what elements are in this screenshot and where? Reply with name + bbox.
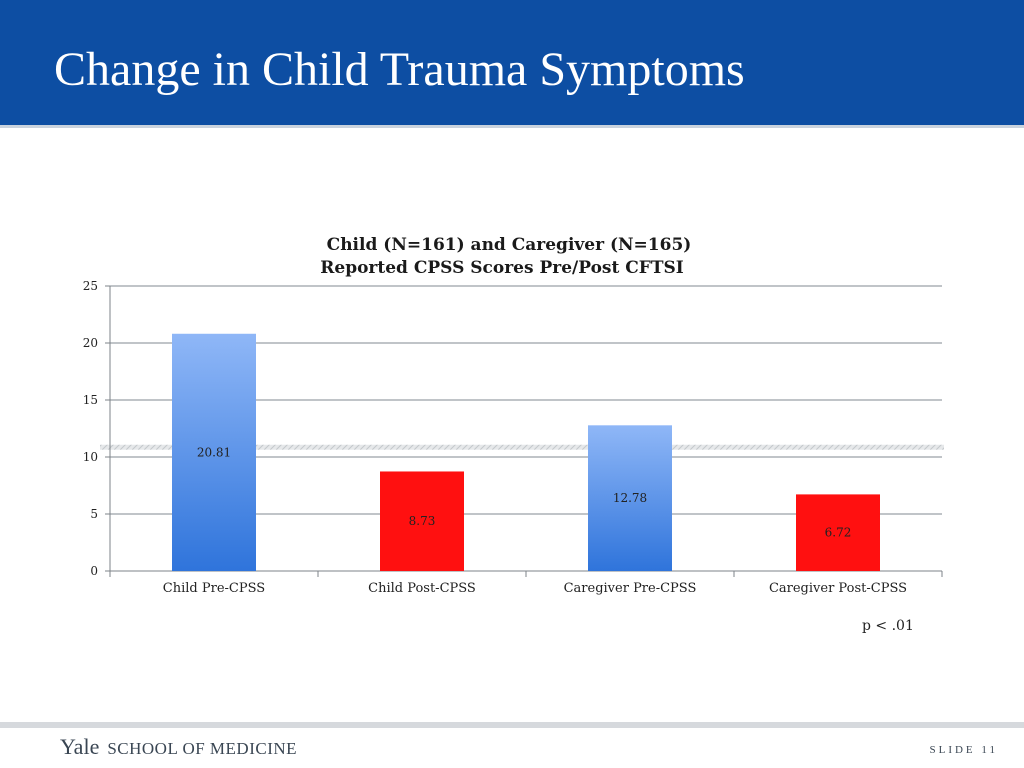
- bar-chart: Child (N=161) and Caregiver (N=165) Repo…: [83, 235, 944, 596]
- y-tick-label: 20: [83, 336, 98, 350]
- bar-value-label: 12.78: [613, 491, 647, 505]
- bar-caregiver-post-cpss: [796, 494, 880, 571]
- slide-title: Change in Child Trauma Symptoms: [54, 43, 745, 96]
- y-tick-label: 10: [83, 450, 98, 464]
- labels: 20.81 Child Pre-CPSS 8.73 Child Post-CPSS 12…: [163, 445, 907, 596]
- x-category-label: Caregiver Post-CPSS: [769, 581, 907, 596]
- x-category-label: Child Post-CPSS: [368, 581, 476, 596]
- bars: [172, 333, 880, 571]
- bar-caregiver-pre-cpss: [588, 425, 672, 571]
- header-band: Change in Child Trauma Symptoms: [0, 0, 1024, 128]
- y-tick-label: 15: [83, 393, 98, 407]
- y-tick-label: 5: [90, 507, 98, 521]
- p-value-note: p < .01: [862, 618, 914, 634]
- chart-title-line-2: Reported CPSS Scores Pre/Post CFTSI: [320, 258, 684, 278]
- x-category-label: Child Pre-CPSS: [163, 581, 265, 596]
- y-tick-label: 0: [90, 564, 98, 578]
- slide-number: SLIDE 11: [929, 744, 998, 756]
- bar-child-post-cpss: [380, 471, 464, 571]
- bar-value-label: 20.81: [197, 445, 231, 459]
- y-tick-label: 25: [83, 279, 98, 293]
- bar-value-label: 6.72: [825, 526, 852, 540]
- chart-title-line-1: Child (N=161) and Caregiver (N=165): [327, 235, 692, 255]
- footer-rule: [0, 722, 1024, 728]
- logo-yale-text: Yale: [60, 734, 100, 759]
- x-category-label: Caregiver Pre-CPSS: [564, 581, 697, 596]
- logo-school-text: SCHOOL OF MEDICINE: [107, 739, 298, 758]
- bar-value-label: 8.73: [409, 514, 436, 528]
- bar-child-pre-cpss: [172, 333, 256, 571]
- dashed-band: [100, 444, 944, 450]
- yale-school-of-medicine-logo: Yale SCHOOL OF MEDICINE: [60, 734, 297, 760]
